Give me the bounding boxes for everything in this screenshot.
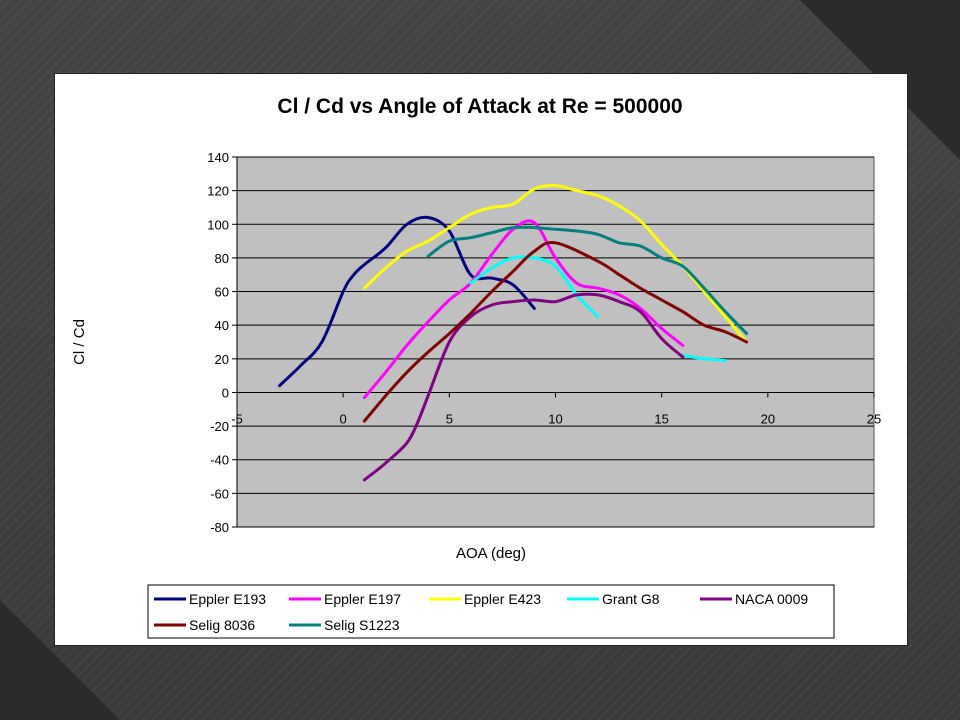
legend: Eppler E193 Eppler E197 Eppler E423 Grant G… bbox=[147, 584, 835, 639]
legend-label-eppler-e197: Eppler E197 bbox=[324, 591, 401, 607]
series-lines bbox=[278, 184, 749, 482]
axes bbox=[236, 157, 875, 527]
x-tick-label: 15 bbox=[654, 411, 668, 426]
x-tick-labels: -5 0 5 10 15 20 25 bbox=[231, 411, 881, 426]
legend-label-selig-s1223: Selig S1223 bbox=[324, 617, 400, 633]
series-line-eppler-e197 bbox=[362, 219, 685, 399]
x-tick-label: 10 bbox=[548, 411, 562, 426]
y-tick-label: 40 bbox=[215, 318, 229, 333]
y-tick-label: -20 bbox=[210, 419, 229, 434]
x-tick-label: 0 bbox=[340, 411, 347, 426]
y-tick-label: 140 bbox=[207, 150, 229, 165]
y-tick-label: 60 bbox=[215, 285, 229, 300]
legend-box bbox=[147, 584, 835, 639]
gridlines bbox=[232, 156, 874, 528]
legend-label-naca-0009: NACA 0009 bbox=[735, 591, 808, 607]
y-tick-label: -80 bbox=[210, 520, 229, 535]
legend-label-eppler-e423: Eppler E423 bbox=[464, 591, 541, 607]
series-line-grant-g8 bbox=[681, 354, 727, 362]
x-axis-title: AOA (deg) bbox=[456, 545, 526, 562]
legend-label-grant-g8: Grant G8 bbox=[602, 591, 660, 607]
y-tick-label: 120 bbox=[207, 184, 229, 199]
y-tick-label: 20 bbox=[215, 352, 229, 367]
legend-label-selig-8036: Selig 8036 bbox=[189, 617, 255, 633]
x-tick-label: 20 bbox=[761, 411, 775, 426]
chart-title: Cl / Cd vs Angle of Attack at Re = 50000… bbox=[277, 95, 682, 118]
series-line-selig-s1223 bbox=[426, 225, 749, 336]
x-tick-label: 5 bbox=[446, 411, 453, 426]
legend-label-eppler-e193: Eppler E193 bbox=[189, 591, 266, 607]
x-tick-label: -5 bbox=[231, 411, 243, 426]
y-tick-label: 100 bbox=[207, 217, 229, 232]
y-tick-label: -60 bbox=[210, 486, 229, 501]
y-tick-label: 0 bbox=[222, 385, 229, 400]
series-line-eppler-e193 bbox=[278, 215, 536, 388]
series-line-selig-8036 bbox=[362, 240, 749, 423]
y-tick-label: 80 bbox=[215, 251, 229, 266]
series-line-naca-0009 bbox=[362, 292, 685, 482]
y-tick-labels: 140 120 100 80 60 40 20 0 -20 -40 -60 -80 bbox=[207, 150, 229, 535]
plot-area bbox=[236, 156, 875, 528]
y-axis-title: Cl / Cd bbox=[71, 319, 88, 365]
y-tick-label: -40 bbox=[210, 453, 229, 468]
x-tick-label: 25 bbox=[867, 411, 881, 426]
